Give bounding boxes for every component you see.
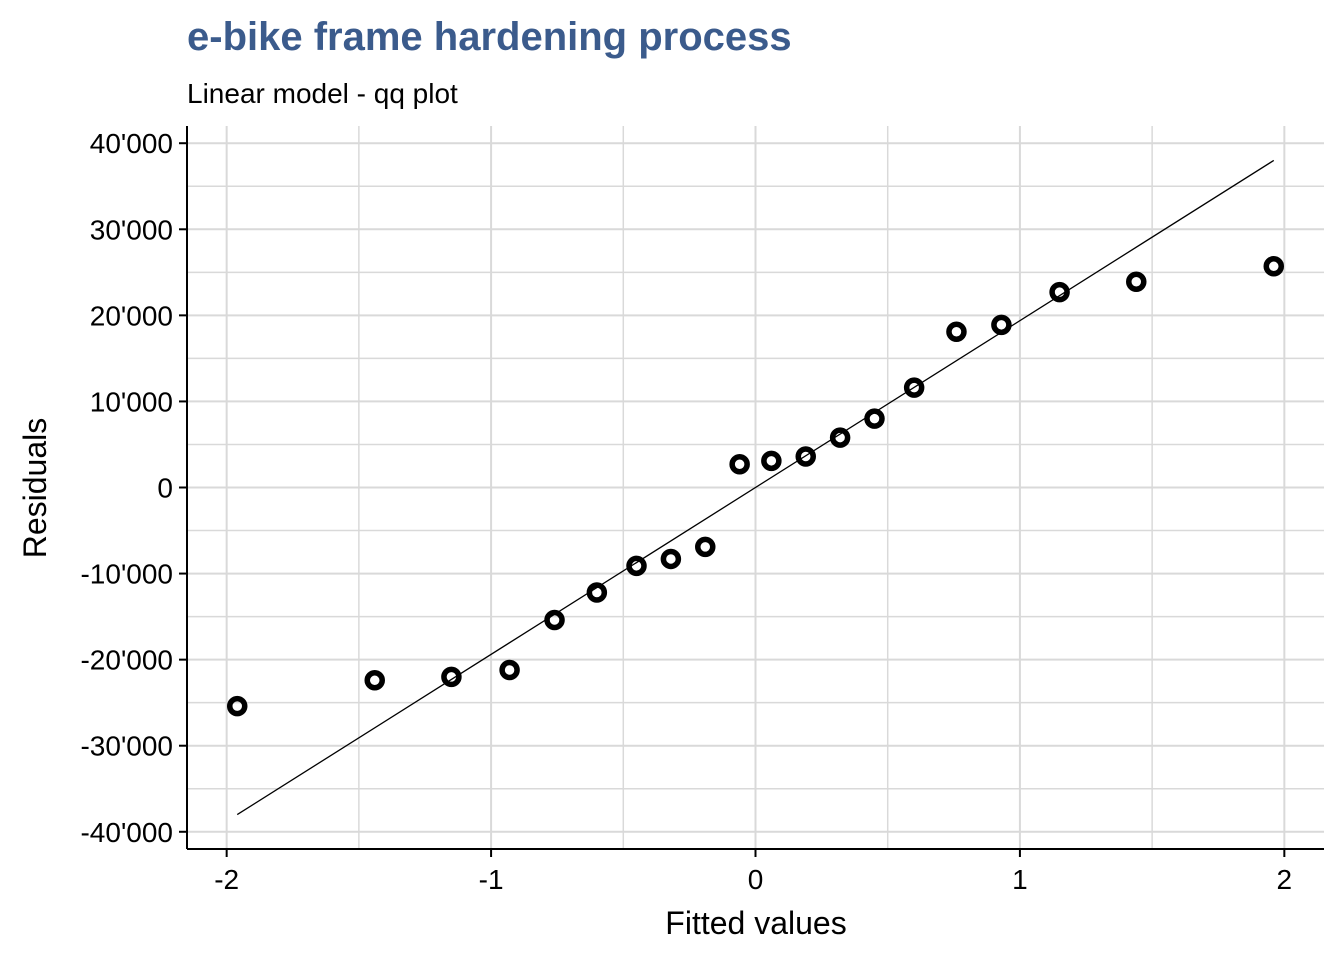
y-tick-label: -30'000	[80, 731, 173, 762]
x-tick-label: -2	[214, 864, 239, 895]
data-point	[946, 321, 967, 342]
y-tick-label: 0	[157, 473, 173, 504]
y-tick-label: -10'000	[80, 559, 173, 590]
data-point	[626, 555, 647, 577]
data-point	[1049, 281, 1070, 303]
x-tick-label: 0	[748, 864, 764, 895]
tick-label-layer: -2 -1 0 1 2 -40'000 -30'000 -20'000 -10'000 0 10'0…	[80, 128, 1292, 895]
x-tick-label: -1	[479, 864, 504, 895]
qq-reference-line	[236, 159, 1275, 816]
data-point	[729, 454, 750, 475]
data-point	[695, 536, 716, 558]
y-tick-label: 30'000	[90, 214, 173, 245]
axis-layer	[179, 126, 1324, 857]
data-point	[829, 427, 851, 448]
chart-subtitle: Linear model - qq plot	[187, 78, 458, 109]
y-tick-label: -20'000	[80, 645, 173, 676]
y-tick-label: 10'000	[90, 386, 173, 417]
data-point	[586, 582, 608, 603]
data-point	[499, 659, 520, 681]
data-point	[1263, 256, 1285, 277]
data-point	[761, 450, 782, 472]
y-tick-label: 20'000	[90, 300, 173, 331]
reference-line-layer	[236, 159, 1275, 816]
y-tick-label: 40'000	[90, 128, 173, 159]
x-axis-title: Fitted values	[665, 905, 846, 941]
y-tick-label: -40'000	[80, 817, 173, 848]
x-tick-label: 1	[1012, 864, 1028, 895]
data-point	[1126, 271, 1147, 293]
points-layer	[226, 256, 1285, 717]
chart-title: e-bike frame hardening process	[187, 15, 792, 59]
y-axis-title: Residuals	[17, 418, 53, 559]
data-point	[864, 408, 885, 429]
x-tick-label: 2	[1277, 864, 1293, 895]
data-point	[903, 377, 925, 398]
data-point	[991, 314, 1012, 336]
data-point	[544, 609, 565, 631]
data-point	[660, 548, 682, 570]
data-point	[226, 695, 248, 717]
data-point	[441, 666, 462, 688]
grid-layer	[187, 126, 1324, 849]
data-point	[795, 446, 816, 467]
data-point	[364, 670, 385, 691]
